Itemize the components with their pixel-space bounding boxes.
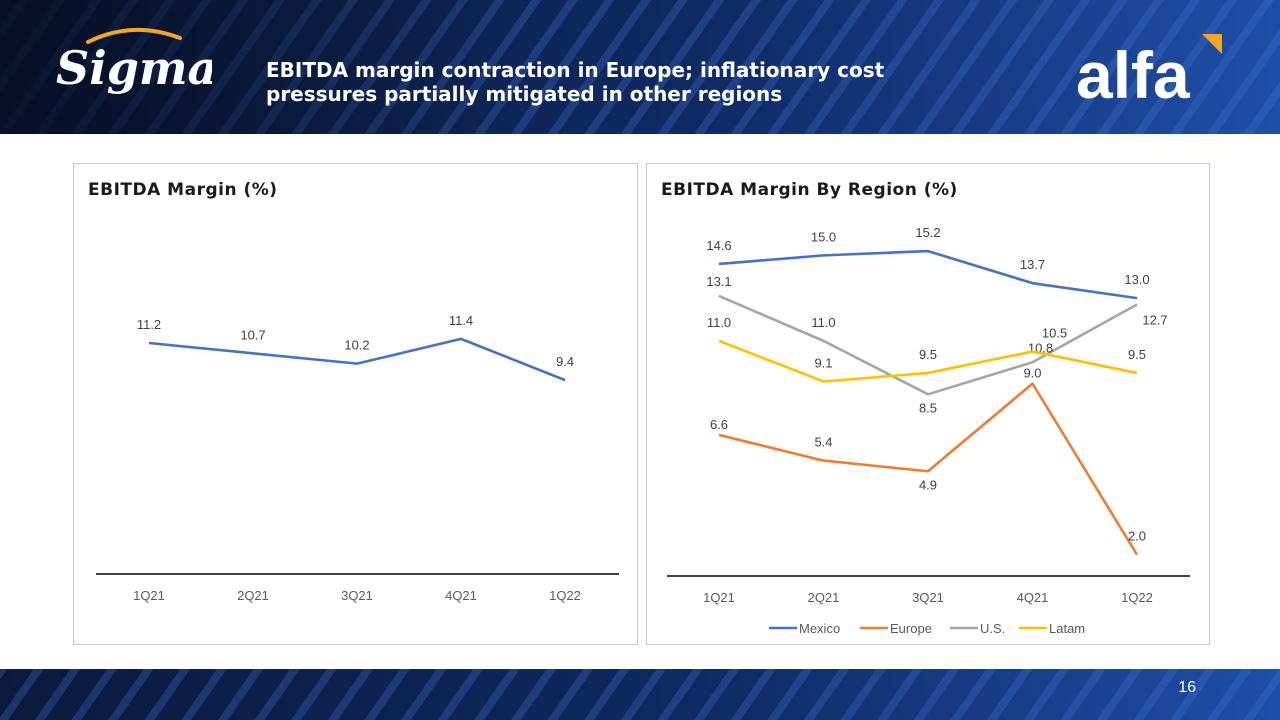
x-tick-label: 3Q21 (341, 588, 373, 603)
data-label: 5.4 (814, 435, 832, 450)
x-tick-label: 1Q21 (133, 588, 165, 603)
data-label: 9.4 (556, 354, 574, 369)
x-tick-label: 1Q21 (703, 590, 735, 605)
ebitda-margin-title: EBITDA Margin (%) (88, 180, 278, 200)
page-title: EBITDA margin contraction in Europe; inf… (266, 58, 966, 106)
data-label: 11.0 (707, 315, 731, 330)
data-label: 13.7 (1020, 257, 1045, 272)
ebitda-margin-panel: EBITDA Margin (%) 1Q21 2Q21 3Q21 4Q21 1Q22 11… (73, 163, 638, 645)
legend-label: Latam (1049, 621, 1085, 636)
page-title-line2: pressures partially mitigated in other r… (266, 82, 783, 106)
ebitda-region-chart: 1Q21 2Q21 3Q21 4Q21 1Q22 14.6 15.0 15.2 13.7 13.0… (667, 225, 1190, 636)
data-label: 13.1 (706, 274, 731, 289)
x-tick-label: 1Q22 (549, 588, 581, 603)
data-label: 14.6 (706, 238, 731, 253)
legend-label: Europe (890, 621, 932, 636)
x-tick-label: 1Q22 (1121, 590, 1153, 605)
svg-text:alfa: alfa (1076, 38, 1191, 106)
footer-stripes (0, 669, 1280, 720)
header-fade (0, 0, 520, 134)
data-label: 2.0 (1128, 529, 1146, 544)
data-label: 9.5 (919, 347, 937, 362)
footer-banner: 16 (0, 669, 1280, 720)
x-tick-label: 4Q21 (445, 588, 477, 603)
header-banner: Sigma EBITDA margin contraction in Europ… (0, 0, 1280, 134)
data-label: 4.9 (919, 477, 937, 492)
ebitda-region-title: EBITDA Margin By Region (%) (661, 180, 958, 200)
legend-label: U.S. (980, 621, 1005, 636)
x-tick-label: 4Q21 (1017, 590, 1049, 605)
data-label: 9.1 (814, 355, 832, 370)
page-title-line1: EBITDA margin contraction in Europe; inf… (266, 58, 885, 82)
data-label: 10.5 (1042, 326, 1067, 341)
series-line-mexico (718, 249, 1138, 300)
data-label: 11.4 (449, 313, 473, 328)
data-label: 11.0 (811, 315, 835, 330)
x-tick-label: 3Q21 (912, 590, 944, 605)
data-label: 10.2 (344, 338, 369, 353)
x-tick-label: 2Q21 (237, 588, 269, 603)
ebitda-margin-chart: 1Q21 2Q21 3Q21 4Q21 1Q22 11.2 10.7 10.2 11.4 9.4 (96, 313, 619, 603)
data-label: 13.0 (1124, 272, 1149, 287)
svg-text:Sigma: Sigma (56, 41, 212, 95)
page-number: 16 (1178, 679, 1196, 696)
x-tick-label: 2Q21 (808, 590, 840, 605)
ebitda-region-panel: EBITDA Margin By Region (%) 1Q21 2Q21 3Q21… (646, 163, 1210, 645)
legend-label: Mexico (799, 621, 840, 636)
data-label: 6.6 (710, 417, 728, 432)
data-label: 15.0 (811, 229, 836, 244)
data-label: 9.0 (1023, 366, 1041, 381)
data-label: 12.7 (1142, 313, 1167, 328)
alfa-logo: alfa (1076, 34, 1222, 106)
data-label: 9.5 (1128, 347, 1146, 362)
data-label: 15.2 (915, 225, 940, 240)
data-label: 10.7 (240, 327, 265, 342)
data-label: 11.2 (137, 317, 161, 332)
sigma-logo: Sigma (56, 28, 212, 95)
data-label: 8.5 (919, 400, 937, 415)
series-line-us (718, 294, 1138, 396)
